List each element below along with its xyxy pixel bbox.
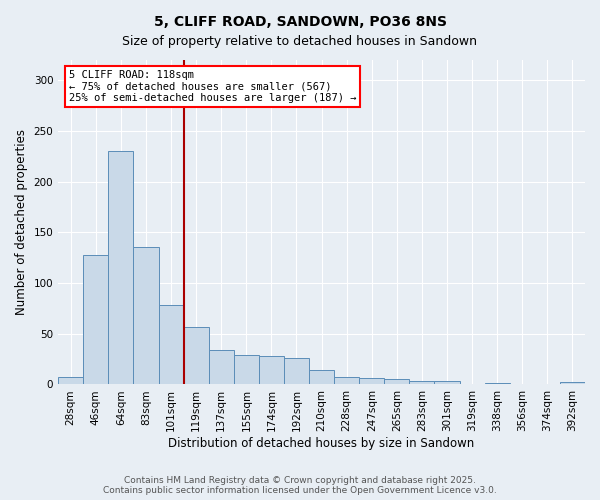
Text: 5, CLIFF ROAD, SANDOWN, PO36 8NS: 5, CLIFF ROAD, SANDOWN, PO36 8NS <box>154 15 446 29</box>
Bar <box>184 326 209 384</box>
Bar <box>133 246 158 384</box>
Bar <box>284 358 309 384</box>
Text: 5 CLIFF ROAD: 118sqm
← 75% of detached houses are smaller (567)
25% of semi-deta: 5 CLIFF ROAD: 118sqm ← 75% of detached h… <box>69 70 356 103</box>
Bar <box>359 378 385 384</box>
Bar <box>58 378 83 384</box>
Bar <box>434 382 460 384</box>
Text: Size of property relative to detached houses in Sandown: Size of property relative to detached ho… <box>122 35 478 48</box>
Bar <box>409 382 434 384</box>
Bar <box>83 254 109 384</box>
Bar <box>334 378 359 384</box>
Bar <box>234 355 259 384</box>
Bar <box>309 370 334 384</box>
Bar <box>259 356 284 384</box>
X-axis label: Distribution of detached houses by size in Sandown: Distribution of detached houses by size … <box>169 437 475 450</box>
Bar <box>158 306 184 384</box>
Y-axis label: Number of detached properties: Number of detached properties <box>15 129 28 315</box>
Bar <box>109 152 133 384</box>
Text: Contains HM Land Registry data © Crown copyright and database right 2025.
Contai: Contains HM Land Registry data © Crown c… <box>103 476 497 495</box>
Bar <box>209 350 234 384</box>
Bar <box>385 380 409 384</box>
Bar <box>560 382 585 384</box>
